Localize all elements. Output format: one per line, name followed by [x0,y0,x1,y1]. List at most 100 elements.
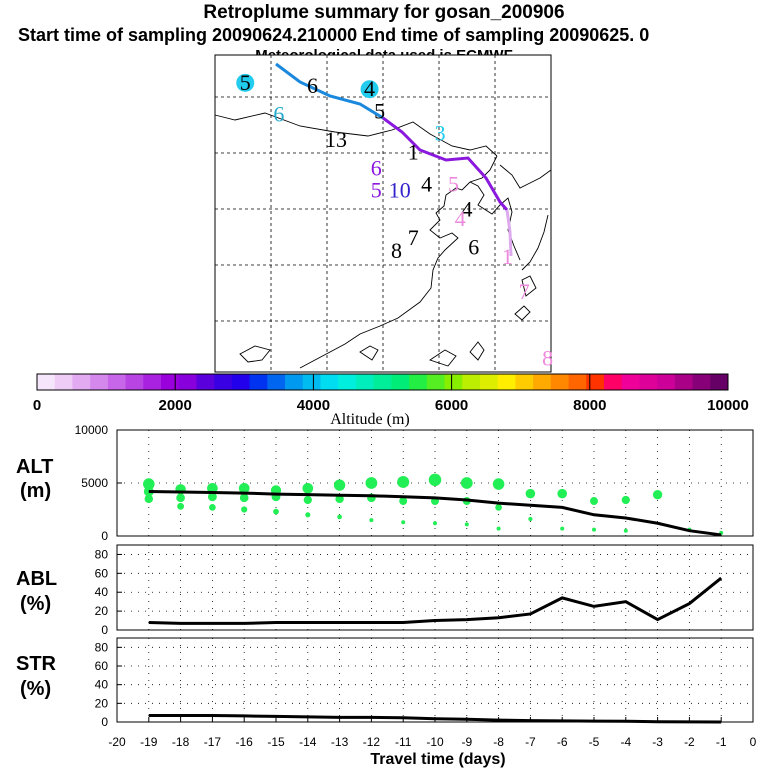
plume-point [592,527,596,532]
map-label: 6 [273,102,284,127]
plume-point [496,526,501,531]
plume-point [399,497,408,506]
colorbar-swatch [603,374,623,390]
colorbar-swatch [125,374,144,390]
colorbar-swatch [391,374,410,390]
plume-point [460,477,473,489]
plume-point [557,488,567,499]
series-line [148,576,723,625]
colorbar-swatch [355,374,375,390]
colorbar-swatch [657,374,676,390]
colorbar-swatch [586,374,605,390]
x-tick-label: -18 [172,735,190,749]
colorbar-swatch [621,374,640,390]
panel-0: 0 5000 10000 [75,423,754,543]
y-tick-label: 5000 [81,476,108,490]
coastlines [214,112,552,369]
colorbar-swatch [178,374,197,390]
plume-point [303,495,312,505]
map-label: 4 [421,171,432,196]
x-tick-label: -1 [716,735,727,749]
y-tick-label: 60 [95,659,109,673]
x-tick-label: -15 [267,735,285,749]
colorbar-swatch [196,374,215,390]
colorbar-swatch [302,374,321,390]
alt-panel-unit: (m) [20,480,51,502]
map-label: 6 [468,235,479,260]
colorbar-swatch [515,374,534,390]
x-tick-label: -17 [204,735,222,749]
plume-point [239,493,249,503]
map-bubble [236,73,255,92]
colorbar-tick-label: 4000 [297,397,330,414]
y-tick-label: 20 [95,604,109,618]
y-tick-label: 60 [95,566,109,580]
plume-point [397,475,410,488]
plume-point [241,506,248,513]
str-panel-unit: (%) [20,678,51,700]
plume-track-purple [382,116,509,211]
map-label: 5 [374,98,385,123]
colorbar-tick-label: 10000 [707,397,749,414]
map-label: 13 [325,127,347,152]
colorbar-swatch [550,374,570,390]
x-tick-label: -10 [426,735,444,749]
plume-point [621,495,630,505]
colorbar-tick-label: 6000 [435,397,468,414]
map-label: 7 [519,279,530,304]
colorbar-swatch [231,374,251,390]
colorbar-swatch [710,374,729,390]
x-tick-label: -8 [493,735,504,749]
map-label: 4 [455,206,466,231]
map-label: 4 [364,76,375,101]
y-tick-label: 0 [101,715,108,729]
colorbar-swatch [497,374,516,390]
map-label: 6 [307,73,318,98]
y-tick-label: 0 [101,529,108,543]
plume-point [369,518,374,523]
colorbar-swatch [285,374,304,390]
y-tick-label: 40 [95,678,109,692]
x-tick-label: -14 [299,735,317,749]
x-tick-label: -20 [108,735,126,749]
plume-point [590,497,598,506]
map-label: 8 [391,238,402,263]
plume-point [273,508,279,515]
alt-panel-label: ALT [16,456,53,478]
map-label: 5 [240,70,251,95]
colorbar-swatch [267,374,286,390]
colorbar-title: Altitude (m) [330,411,410,428]
colorbar-swatch [54,374,73,390]
plume-point [428,473,442,487]
map-label: 3 [435,121,446,146]
x-tick-label: -7 [525,735,536,749]
colorbar-swatch [107,374,127,390]
colorbar-swatch [143,374,162,390]
abl-panel-label: ABL [16,568,57,590]
colorbar-swatch [72,374,91,390]
plume-point [207,482,218,494]
plume-point [623,528,628,533]
colorbar-tick-label: 8000 [573,397,606,414]
y-tick-label: 20 [95,696,109,710]
plume-point [207,492,217,502]
plume-point [302,482,314,494]
map-label: 8 [542,346,553,371]
mean-altitude-line [148,489,722,537]
plume-point [176,493,185,503]
map-label: 7 [408,225,419,250]
y-tick-label: 80 [95,547,109,561]
colorbar-swatch [692,374,711,390]
colorbar-tick-label: 0 [33,397,41,414]
plume-track-pink [505,209,513,257]
x-tick-label: -9 [461,735,472,749]
plume-point [177,502,185,510]
map-label: 10 [389,178,411,203]
colorbar-swatch [161,374,180,390]
y-tick-label: 40 [95,585,109,599]
colorbar-tick-label: 2000 [159,397,192,414]
x-tick-label: -11 [395,735,412,749]
